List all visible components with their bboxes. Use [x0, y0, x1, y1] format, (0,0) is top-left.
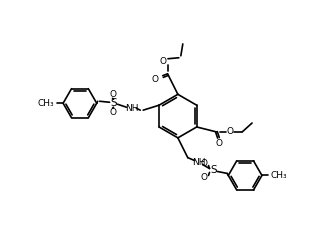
Text: O: O [200, 173, 207, 182]
Text: O: O [160, 57, 167, 66]
Text: S: S [110, 98, 117, 108]
Text: O: O [109, 108, 116, 117]
Text: O: O [152, 75, 159, 84]
Text: O: O [200, 159, 207, 168]
Text: O: O [216, 139, 223, 148]
Text: NH: NH [192, 158, 206, 167]
Text: O: O [109, 90, 116, 99]
Text: O: O [227, 127, 234, 136]
Text: CH₃: CH₃ [38, 99, 54, 108]
Text: NH: NH [125, 104, 139, 113]
Text: CH₃: CH₃ [271, 171, 288, 180]
Text: S: S [210, 166, 217, 176]
